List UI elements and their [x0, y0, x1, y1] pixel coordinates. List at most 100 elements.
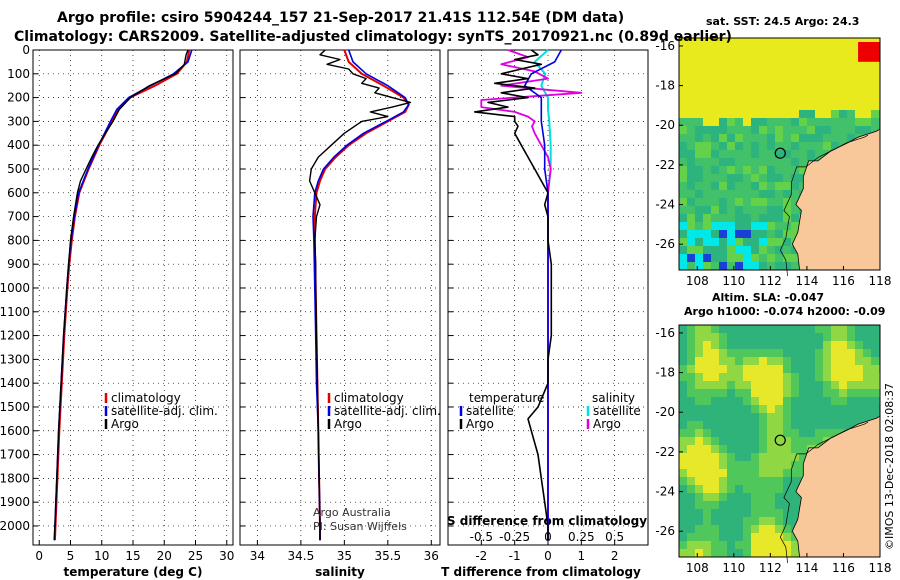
map-cell [775, 533, 783, 541]
map-cell [767, 206, 775, 214]
map-cell [839, 94, 847, 102]
map-cell [679, 549, 687, 557]
map-cell [711, 509, 719, 517]
map-cell [815, 357, 823, 365]
map-cell [823, 126, 831, 134]
map-cell [711, 150, 719, 158]
x-axis-label: salinity [315, 565, 365, 579]
y-tick-label: 700 [7, 210, 30, 224]
map-cell [815, 62, 823, 70]
map-cell [783, 525, 791, 533]
map-cell [703, 118, 711, 126]
map-cell [687, 126, 695, 134]
map-cell [863, 405, 871, 413]
map-cell [751, 501, 759, 509]
map-cell [815, 78, 823, 86]
map-cell [719, 421, 727, 429]
map-cell [751, 453, 759, 461]
map-cell [807, 437, 815, 445]
map-cell [791, 206, 799, 214]
map-cell [759, 413, 767, 421]
map-cell [719, 222, 727, 230]
map-cell [775, 485, 783, 493]
map-cell [783, 373, 791, 381]
map-cell [687, 493, 695, 501]
map-cell [751, 357, 759, 365]
map-cell [711, 118, 719, 126]
map-cell [679, 46, 687, 54]
map-cell [799, 46, 807, 54]
map-cell [687, 525, 695, 533]
map-cell [815, 389, 823, 397]
map-cell [727, 469, 735, 477]
map-cell [695, 254, 703, 262]
map-cell [687, 509, 695, 517]
map-cell [759, 182, 767, 190]
map-cell [727, 325, 735, 333]
map-cell [743, 158, 751, 166]
argo-legend-label: Argo [111, 417, 139, 431]
map-cell [711, 437, 719, 445]
map-cell [679, 325, 687, 333]
map-cell [799, 381, 807, 389]
map-cell [855, 405, 863, 413]
x-tick-label: 0 [35, 549, 43, 563]
map-cell [743, 421, 751, 429]
map-cell [711, 206, 719, 214]
map-cell [775, 38, 783, 46]
map-cell [831, 333, 839, 341]
map-cell [695, 38, 703, 46]
map-cell [775, 525, 783, 533]
map-cell [815, 373, 823, 381]
x-axis-label: temperature (deg C) [64, 565, 203, 579]
map-cell [727, 126, 735, 134]
map-cell [711, 341, 719, 349]
map-cell [831, 381, 839, 389]
map-cell [735, 262, 743, 270]
map-cell [679, 158, 687, 166]
map-cell [759, 94, 767, 102]
map-cell [863, 413, 871, 421]
map-cell [743, 437, 751, 445]
map-cell [735, 333, 743, 341]
map-cell [695, 325, 703, 333]
map-cell [839, 134, 847, 142]
map-cell [743, 46, 751, 54]
map-cell [783, 485, 791, 493]
map-cell [791, 509, 799, 517]
map-cell [759, 549, 767, 557]
y-tick-label: 1900 [0, 495, 30, 509]
map-cell [767, 357, 775, 365]
map-cell [783, 262, 791, 270]
map-cell [679, 254, 687, 262]
map-cell [735, 357, 743, 365]
map-cell [775, 429, 783, 437]
map-cell [783, 86, 791, 94]
map-cell [687, 333, 695, 341]
map-cell [815, 413, 823, 421]
map-cell [791, 413, 799, 421]
map-cell [719, 461, 727, 469]
map-cell [687, 102, 695, 110]
map-cell [791, 142, 799, 150]
map-cell [751, 78, 759, 86]
map-cell [719, 477, 727, 485]
map-cell [823, 429, 831, 437]
map-cell [871, 365, 879, 373]
map-cell [687, 349, 695, 357]
map-cell [727, 62, 735, 70]
map-cell [791, 445, 799, 453]
map-cell [791, 501, 799, 509]
map-cell [719, 86, 727, 94]
map-cell [775, 509, 783, 517]
map-cell [791, 517, 799, 525]
map-cell [775, 405, 783, 413]
map-cell [743, 118, 751, 126]
map-cell [703, 501, 711, 509]
map-cell [679, 453, 687, 461]
map-cell [679, 397, 687, 405]
map-cell [815, 118, 823, 126]
map-cell [751, 341, 759, 349]
map-cell [807, 325, 815, 333]
map-cell [727, 365, 735, 373]
